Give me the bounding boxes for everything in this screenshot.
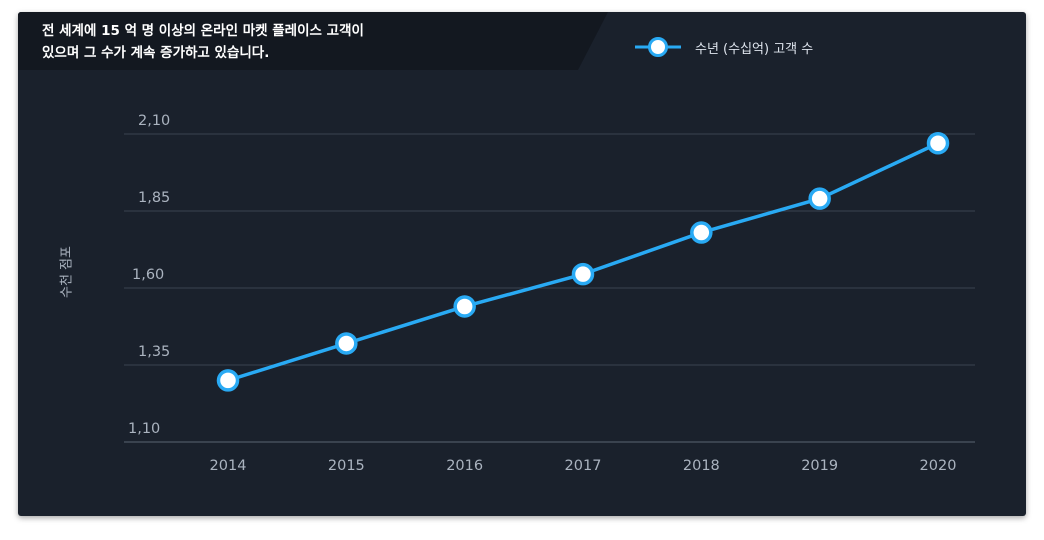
x-tick-label: 2019 xyxy=(801,458,838,474)
chart-title: 전 세계에 15 억 명 이상의 온라인 마켓 플레이스 고객이 있으며 그 수… xyxy=(42,23,364,61)
y-tick-label: 1,60 xyxy=(132,267,164,283)
data-point xyxy=(453,295,476,318)
chart-card: 전 세계에 15 억 명 이상의 온라인 마켓 플레이스 고객이 있으며 그 수… xyxy=(18,12,1026,516)
data-point xyxy=(335,332,358,355)
y-tick-label: 1,10 xyxy=(128,421,160,437)
x-tick-label: 2014 xyxy=(210,458,247,474)
y-tick-label: 2,10 xyxy=(138,113,170,129)
data-point xyxy=(926,131,950,155)
y-tick-label: 1,85 xyxy=(138,190,170,206)
data-point xyxy=(216,369,240,392)
data-point xyxy=(571,262,595,286)
x-tick-label: 2018 xyxy=(683,458,720,474)
legend-label: 수년 (수십억) 고객 수 xyxy=(695,41,814,57)
y-tick-label: 1,35 xyxy=(138,344,170,360)
x-tick-label: 2016 xyxy=(446,458,483,474)
data-point xyxy=(808,187,831,210)
data-point xyxy=(690,221,713,244)
series-line xyxy=(226,141,940,383)
line-chart: 1,10 1,35 1,60 1,85 2,10 2014 2015 2016 2017 2018… xyxy=(124,113,975,474)
legend: 수년 (수십억) 고객 수 xyxy=(635,36,813,58)
legend-line-marker-icon xyxy=(635,37,681,57)
x-tick-label: 2020 xyxy=(920,458,957,474)
title-band: 전 세계에 15 억 명 이상의 온라인 마켓 플레이스 고객이 있으며 그 수… xyxy=(18,12,608,70)
x-tick-label: 2015 xyxy=(328,458,365,474)
x-tick-label: 2017 xyxy=(565,458,602,474)
